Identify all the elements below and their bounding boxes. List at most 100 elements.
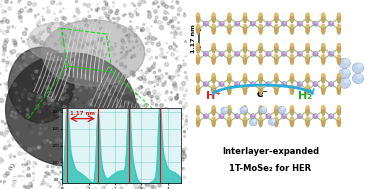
Ellipse shape xyxy=(331,82,333,84)
Ellipse shape xyxy=(212,106,215,108)
Ellipse shape xyxy=(268,22,270,23)
Ellipse shape xyxy=(337,25,341,27)
Ellipse shape xyxy=(259,73,263,84)
Ellipse shape xyxy=(290,43,294,46)
Ellipse shape xyxy=(196,25,200,27)
Ellipse shape xyxy=(196,117,200,120)
Ellipse shape xyxy=(321,117,325,127)
Ellipse shape xyxy=(305,24,310,35)
Ellipse shape xyxy=(322,43,325,46)
Ellipse shape xyxy=(219,114,224,119)
Ellipse shape xyxy=(313,114,318,119)
Ellipse shape xyxy=(206,114,208,116)
Ellipse shape xyxy=(211,13,216,23)
Ellipse shape xyxy=(322,106,325,108)
Ellipse shape xyxy=(290,25,294,27)
Ellipse shape xyxy=(328,51,334,57)
Ellipse shape xyxy=(358,64,362,67)
Ellipse shape xyxy=(88,93,144,153)
Ellipse shape xyxy=(42,20,145,86)
Ellipse shape xyxy=(243,106,247,108)
Ellipse shape xyxy=(337,105,341,116)
Ellipse shape xyxy=(259,117,263,127)
Ellipse shape xyxy=(196,43,200,53)
Ellipse shape xyxy=(227,13,231,23)
Ellipse shape xyxy=(266,51,271,57)
Ellipse shape xyxy=(234,81,240,87)
Ellipse shape xyxy=(337,13,341,16)
Ellipse shape xyxy=(227,117,231,127)
Ellipse shape xyxy=(212,55,215,57)
Ellipse shape xyxy=(228,43,231,46)
Text: H⁺: H⁺ xyxy=(206,91,221,101)
Ellipse shape xyxy=(345,59,349,63)
Text: 1T-MoSe₂ for HER: 1T-MoSe₂ for HER xyxy=(229,164,311,173)
Ellipse shape xyxy=(28,23,84,60)
Ellipse shape xyxy=(337,117,341,120)
Ellipse shape xyxy=(315,22,317,23)
Ellipse shape xyxy=(196,54,200,65)
Ellipse shape xyxy=(315,82,317,84)
Ellipse shape xyxy=(243,25,247,27)
Ellipse shape xyxy=(339,58,350,69)
Ellipse shape xyxy=(328,21,334,26)
Ellipse shape xyxy=(284,22,286,23)
Ellipse shape xyxy=(331,114,333,116)
Ellipse shape xyxy=(328,114,334,119)
Ellipse shape xyxy=(212,74,215,76)
Ellipse shape xyxy=(345,79,349,83)
Ellipse shape xyxy=(203,114,208,119)
Ellipse shape xyxy=(259,117,262,120)
Ellipse shape xyxy=(196,55,200,57)
Ellipse shape xyxy=(250,119,257,126)
Ellipse shape xyxy=(337,73,341,84)
Ellipse shape xyxy=(259,105,263,116)
Ellipse shape xyxy=(243,43,247,53)
Ellipse shape xyxy=(272,119,275,122)
Ellipse shape xyxy=(300,82,302,84)
Ellipse shape xyxy=(284,114,286,116)
Ellipse shape xyxy=(290,13,294,23)
Ellipse shape xyxy=(290,55,294,57)
Ellipse shape xyxy=(211,43,216,53)
Ellipse shape xyxy=(274,24,278,35)
Ellipse shape xyxy=(331,52,333,53)
Ellipse shape xyxy=(227,43,231,53)
Ellipse shape xyxy=(282,81,287,87)
Ellipse shape xyxy=(196,73,200,84)
Ellipse shape xyxy=(240,107,248,114)
Ellipse shape xyxy=(219,81,224,87)
Ellipse shape xyxy=(282,114,287,119)
Ellipse shape xyxy=(322,25,325,27)
Ellipse shape xyxy=(224,108,227,110)
Ellipse shape xyxy=(274,13,278,23)
Ellipse shape xyxy=(253,82,254,84)
Ellipse shape xyxy=(253,22,254,23)
Ellipse shape xyxy=(253,114,254,116)
Ellipse shape xyxy=(221,52,223,53)
Ellipse shape xyxy=(211,117,216,127)
Ellipse shape xyxy=(306,85,310,88)
Ellipse shape xyxy=(228,117,231,120)
Ellipse shape xyxy=(274,55,278,57)
Ellipse shape xyxy=(196,85,200,95)
Ellipse shape xyxy=(196,106,200,108)
Ellipse shape xyxy=(321,13,325,23)
Ellipse shape xyxy=(196,43,200,46)
Ellipse shape xyxy=(331,22,333,23)
Ellipse shape xyxy=(305,13,310,23)
Ellipse shape xyxy=(305,117,310,127)
Ellipse shape xyxy=(227,24,231,35)
Ellipse shape xyxy=(250,51,256,57)
Ellipse shape xyxy=(196,13,200,16)
Ellipse shape xyxy=(322,13,325,16)
Ellipse shape xyxy=(228,106,231,108)
Ellipse shape xyxy=(206,52,208,53)
Ellipse shape xyxy=(259,85,263,95)
Ellipse shape xyxy=(259,24,263,35)
Ellipse shape xyxy=(274,85,278,95)
Ellipse shape xyxy=(274,43,278,46)
Ellipse shape xyxy=(243,24,247,35)
Ellipse shape xyxy=(259,55,262,57)
Ellipse shape xyxy=(274,74,278,76)
